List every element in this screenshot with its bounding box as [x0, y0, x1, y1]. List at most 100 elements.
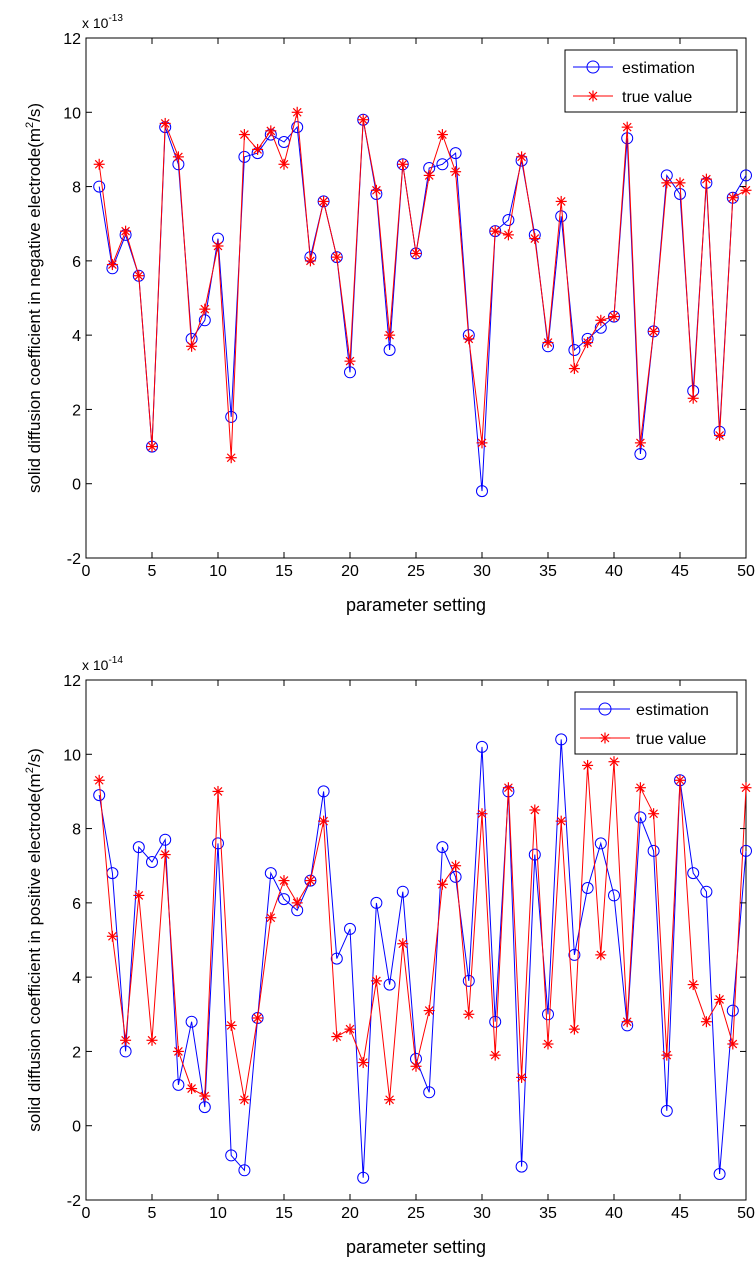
data-point-estimation — [93, 789, 106, 802]
data-point-true-value — [608, 756, 620, 768]
data-point-true-value — [555, 195, 567, 207]
data-point-estimation — [198, 314, 211, 327]
data-point-estimation — [436, 158, 449, 171]
data-point-estimation — [687, 867, 700, 880]
x-tick-label: 5 — [148, 1205, 157, 1222]
data-point-true-value — [476, 437, 488, 449]
data-point-estimation — [528, 848, 541, 861]
legend-box — [564, 49, 738, 113]
data-point-true-value — [410, 1060, 422, 1072]
data-point-estimation — [449, 147, 462, 160]
data-point-true-value — [357, 114, 369, 126]
x-tick-label: 20 — [341, 1205, 359, 1222]
data-point-true-value — [423, 1005, 435, 1017]
data-point-true-value — [304, 875, 316, 887]
legend-label-true-value: true value — [622, 89, 692, 106]
data-point-estimation — [225, 410, 238, 423]
series-line-true-value — [98, 761, 747, 1100]
data-point-estimation — [317, 785, 330, 798]
y-tick-label: 0 — [72, 477, 81, 494]
data-point-true-value — [542, 337, 554, 349]
y-tick-label: 6 — [72, 254, 81, 271]
legend-marker-true-value — [587, 90, 599, 102]
legend-star-mark — [587, 90, 599, 102]
data-point-estimation — [212, 837, 224, 850]
data-point-true-value — [93, 774, 105, 786]
y-tick-label: -2 — [67, 551, 81, 568]
data-point-true-value — [291, 106, 303, 118]
x-tick-label: 30 — [473, 1205, 491, 1222]
data-point-estimation — [449, 870, 462, 883]
data-point-true-value — [344, 355, 356, 367]
data-point-true-value — [595, 314, 607, 326]
data-point-true-value — [159, 117, 171, 129]
data-point-estimation — [700, 885, 713, 898]
data-point-true-value — [450, 860, 462, 872]
data-point-estimation — [172, 1078, 185, 1091]
data-point-true-value — [463, 1008, 475, 1020]
x-axis-label: parameter setting — [346, 1237, 486, 1257]
data-point-estimation — [462, 974, 475, 987]
data-point-estimation — [740, 169, 752, 182]
data-point-true-value — [120, 225, 132, 237]
data-point-true-value — [225, 452, 237, 464]
data-point-true-value — [542, 1038, 554, 1050]
data-point-true-value — [370, 975, 382, 987]
data-point-estimation — [581, 882, 594, 894]
x-tick-label: 15 — [275, 1205, 293, 1222]
data-point-estimation — [119, 1045, 132, 1058]
data-point-estimation — [660, 1104, 673, 1117]
data-point-true-value — [634, 437, 646, 449]
data-point-estimation — [568, 948, 581, 961]
data-point-estimation — [225, 1149, 238, 1162]
data-point-true-value — [661, 1049, 673, 1061]
x-tick-label: 45 — [671, 563, 689, 580]
data-point-estimation — [238, 150, 251, 163]
data-point-estimation — [278, 893, 290, 906]
data-point-true-value — [727, 1038, 739, 1050]
data-point-true-value — [252, 1012, 264, 1024]
y-tick-label: 4 — [72, 328, 81, 345]
data-point-true-value — [304, 255, 316, 267]
x-tick-label: 40 — [605, 1205, 623, 1222]
data-point-true-value — [714, 993, 726, 1005]
x-tick-label: 30 — [473, 563, 491, 580]
data-point-estimation — [159, 833, 172, 846]
data-point-true-value — [621, 121, 633, 133]
y-axis-label: solid diffusion coefficient in negative … — [24, 103, 44, 493]
legend-label-estimation: estimation — [622, 60, 695, 77]
data-point-estimation — [264, 867, 277, 880]
data-point-true-value — [568, 363, 580, 375]
data-point-true-value — [106, 259, 118, 271]
data-point-true-value — [436, 129, 448, 141]
y-tick-label: 6 — [72, 896, 81, 913]
data-point-true-value — [727, 192, 739, 204]
data-point-true-value — [410, 247, 422, 259]
data-point-estimation — [93, 180, 106, 193]
data-point-estimation — [344, 366, 356, 379]
x-tick-label: 0 — [82, 1205, 91, 1222]
data-point-true-value — [502, 229, 514, 241]
data-point-estimation — [568, 344, 581, 356]
data-point-true-value — [661, 177, 673, 189]
data-point-true-value — [120, 1034, 132, 1046]
data-point-estimation — [713, 1168, 726, 1180]
y-axis-label: solid diffusion coefficient in positive … — [24, 748, 44, 1131]
data-point-true-value — [265, 912, 277, 924]
x-tick-label: 45 — [671, 1205, 689, 1222]
data-point-true-value — [318, 815, 330, 827]
data-point-true-value — [265, 125, 277, 137]
series-line-true-value — [98, 112, 747, 458]
legend-box — [574, 691, 738, 755]
y-tick-label: 10 — [63, 747, 81, 764]
y-tick-label: 4 — [72, 970, 81, 987]
data-point-true-value — [225, 1019, 237, 1031]
data-point-true-value — [172, 151, 184, 163]
data-point-estimation — [502, 214, 515, 226]
plot-area-frame — [85, 679, 747, 1201]
data-point-true-value — [397, 158, 409, 170]
data-point-true-value — [476, 808, 488, 820]
data-point-true-value — [608, 311, 620, 323]
data-point-true-value — [106, 930, 118, 942]
